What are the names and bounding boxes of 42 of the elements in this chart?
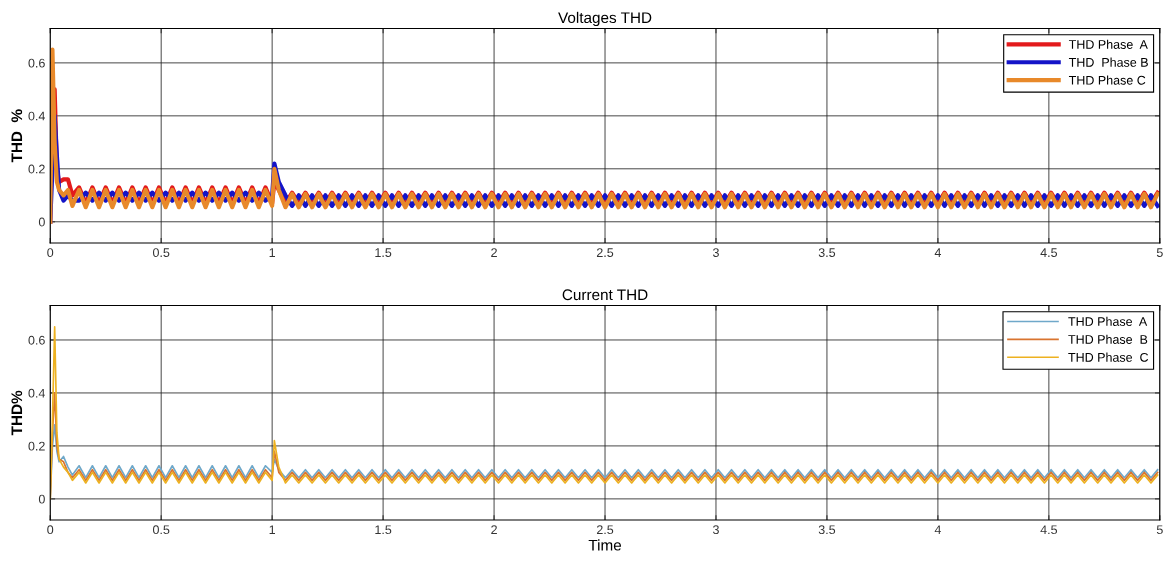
y-tick-label: 0.4	[28, 111, 45, 121]
x-tick-label: 3	[712, 525, 719, 535]
x-tick-label: 0	[47, 248, 54, 258]
x-tick-label: 4	[934, 525, 942, 534]
legend-label: THD Phase C	[1068, 75, 1146, 85]
y-axis-title: THD %	[11, 109, 23, 163]
x-tick-label: 3	[712, 248, 719, 258]
x-tick-label: 3.5	[818, 248, 836, 258]
x-tick-label: 2.5	[596, 525, 614, 535]
x-tick-label: 0.5	[152, 248, 170, 258]
x-tick-label: 0.5	[152, 525, 170, 535]
y-tick-label: 0.6	[28, 335, 45, 345]
y-tick-label: 0.4	[28, 388, 45, 398]
y-tick-label: 0.2	[28, 441, 45, 451]
x-tick-label: 1	[269, 525, 276, 534]
x-tick-label: 1	[269, 248, 276, 257]
y-tick-label: 0.2	[28, 164, 45, 174]
x-tick-label: 5	[1156, 525, 1163, 535]
x-tick-label: 4.5	[1040, 525, 1058, 535]
y-tick-label: 0	[38, 217, 45, 227]
x-axis-title: Time	[588, 539, 622, 551]
y-tick-label: 0.6	[28, 58, 45, 68]
chart-title: Voltages THD	[558, 11, 652, 27]
x-tick-label: 2	[491, 248, 497, 257]
legend-label: THD Phase C	[1068, 352, 1149, 362]
x-tick-label: 5	[1156, 248, 1163, 258]
x-tick-label: 2	[491, 525, 497, 534]
x-tick-label: 0	[47, 525, 54, 535]
x-tick-label: 1.5	[375, 248, 392, 258]
legend-label: THD Phase A	[1068, 39, 1148, 49]
x-tick-label: 4	[934, 248, 942, 257]
x-tick-label: 2.5	[596, 248, 614, 258]
legend-label: THD Phase B	[1068, 334, 1148, 344]
x-tick-label: 1.5	[375, 525, 392, 535]
x-tick-label: 3.5	[818, 525, 836, 535]
x-tick-label: 4.5	[1040, 248, 1058, 258]
y-tick-label: 0	[38, 494, 45, 504]
legend-label: THD Phase A	[1068, 316, 1148, 326]
y-axis-title: THD%	[11, 390, 23, 436]
chart-title: Current THD	[562, 289, 648, 301]
line-series	[50, 47, 1160, 224]
legend-label: THD Phase B	[1068, 57, 1148, 67]
